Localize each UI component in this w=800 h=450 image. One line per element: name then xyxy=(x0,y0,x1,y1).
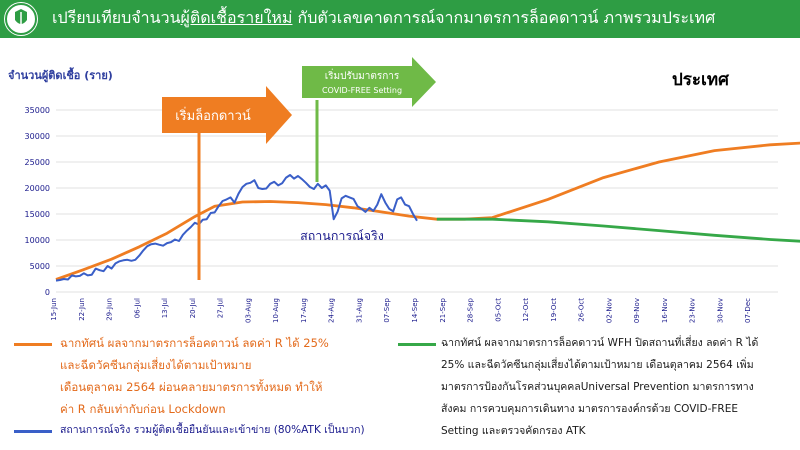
y-tick-label: 0 xyxy=(45,288,50,297)
x-tick-label: 07-Sep xyxy=(383,297,391,322)
x-tick-label: 10-Aug xyxy=(272,298,280,323)
legend-green-line-3: มาตรการป้องกันโรคส่วนบุคคลUniversal Prev… xyxy=(441,381,754,393)
legend-orange-text: ฉากทัศน์ ผลจากมาตรการล็อคดาวน์ ลดค่า R ไ… xyxy=(60,332,380,420)
x-tick-label: 13-Jul xyxy=(161,298,169,318)
header-bar: เปรียบเทียบจำนวนผู้ติดเชื้อรายใหม่ กับตั… xyxy=(0,0,800,38)
covid-free-label-line1: เริ่มปรับมาตรการ xyxy=(325,68,400,82)
x-tick-label: 31-Aug xyxy=(355,298,363,323)
page-title: เปรียบเทียบจำนวนผู้ติดเชื้อรายใหม่ กับตั… xyxy=(52,8,716,27)
x-tick-label: 20-Jul xyxy=(189,298,197,318)
y-tick-label: 35000 xyxy=(25,106,50,115)
x-tick-label: 06-Jul xyxy=(133,298,141,318)
legend-blue-text: สถานการณ์จริง รวมผู้ติดเชื้อยืนยันและเข้… xyxy=(60,424,365,436)
series-lockdown-scenario-line xyxy=(55,141,800,281)
legend-green-line-2: 25% และฉีดวัคซีนกลุ่มเสี่ยงได้ตามเป้าหมา… xyxy=(441,359,754,371)
y-tick-label: 30000 xyxy=(25,132,50,141)
x-tick-label: 02-Nov xyxy=(605,298,613,323)
legend-green-text: ฉากทัศน์ ผลจากมาตรการล็อคดาวน์ WFH ปิดสถ… xyxy=(441,332,793,442)
x-tick-label: 12-Oct xyxy=(522,298,530,322)
ministry-logo xyxy=(4,2,38,36)
x-tick-label: 27-Jul xyxy=(217,298,225,318)
x-tick-label: 30-Nov xyxy=(716,298,724,323)
title-underlined: ผู้ติดเชื้อรายใหม่ xyxy=(180,8,293,27)
x-tick-label: 17-Aug xyxy=(300,298,308,323)
covid-free-label-line2: COVID-FREE Setting xyxy=(322,86,402,95)
legend-green-line-1: ฉากทัศน์ ผลจากมาตรการล็อคดาวน์ WFH ปิดสถ… xyxy=(441,337,759,349)
actual-situation-label: สถานการณ์จริง xyxy=(300,228,384,243)
x-tick-label: 16-Nov xyxy=(661,298,669,323)
covid-free-arrow-shape xyxy=(302,57,436,107)
y-tick-label: 25000 xyxy=(25,158,50,167)
y-axis-label: จำนวนผู้ติดเชื้อ (ราย) xyxy=(8,69,113,82)
region-label: ประเทศ xyxy=(672,70,729,90)
lockdown-arrow-shape xyxy=(162,86,292,144)
legend-orange-line-1: ฉากทัศน์ ผลจากมาตรการล็อคดาวน์ ลดค่า R ไ… xyxy=(60,336,329,350)
x-tick-label: 15-Jun xyxy=(50,298,58,321)
legend-green-line-5: Setting และตรวจคัดกรอง ATK xyxy=(441,425,586,437)
legend-swatch-green xyxy=(398,343,436,346)
series-actual-line xyxy=(55,174,418,282)
x-tick-label: 26-Oct xyxy=(578,298,586,322)
x-tick-label: 29-Jun xyxy=(106,298,114,321)
legend-orange-line-4: ค่า R กลับเท่ากับก่อน Lockdown xyxy=(60,402,226,416)
y-tick-label: 20000 xyxy=(25,184,50,193)
y-tick-label: 10000 xyxy=(25,236,50,245)
x-tick-label: 09-Nov xyxy=(633,298,641,323)
x-tick-label: 03-Aug xyxy=(244,298,252,323)
x-tick-label: 24-Aug xyxy=(328,298,336,323)
legend-green-line-4: สังคม การควบคุมการเดินทาง มาตรการองค์กรด… xyxy=(441,403,738,415)
y-tick-label: 15000 xyxy=(25,210,50,219)
x-tick-label: 22-Jun xyxy=(78,298,86,321)
x-tick-label: 23-Nov xyxy=(689,298,697,323)
x-tick-label: 14-Sep xyxy=(411,297,419,322)
legend-swatch-blue xyxy=(14,430,52,433)
lockdown-label: เริ่มล็อกดาวน์ xyxy=(175,106,251,124)
x-tick-label: 19-Oct xyxy=(550,298,558,322)
series-wfh-scenario-line xyxy=(436,217,800,243)
legend-orange-line-2: และฉีดวัคซีนกลุ่มเสี่ยงได้ตามเป้าหมาย xyxy=(60,358,252,372)
x-tick-label: 05-Oct xyxy=(494,298,502,322)
y-tick-label: 5000 xyxy=(30,262,50,271)
x-tick-label: 07-Dec xyxy=(744,298,752,323)
legend-swatch-orange xyxy=(14,343,52,346)
x-tick-label: 21-Sep xyxy=(439,297,447,322)
legend-orange-line-3: เดือนตุลาคม 2564 ผ่อนคลายมาตรการทั้งหมด … xyxy=(60,380,323,394)
x-tick-label: 28-Sep xyxy=(467,297,475,322)
